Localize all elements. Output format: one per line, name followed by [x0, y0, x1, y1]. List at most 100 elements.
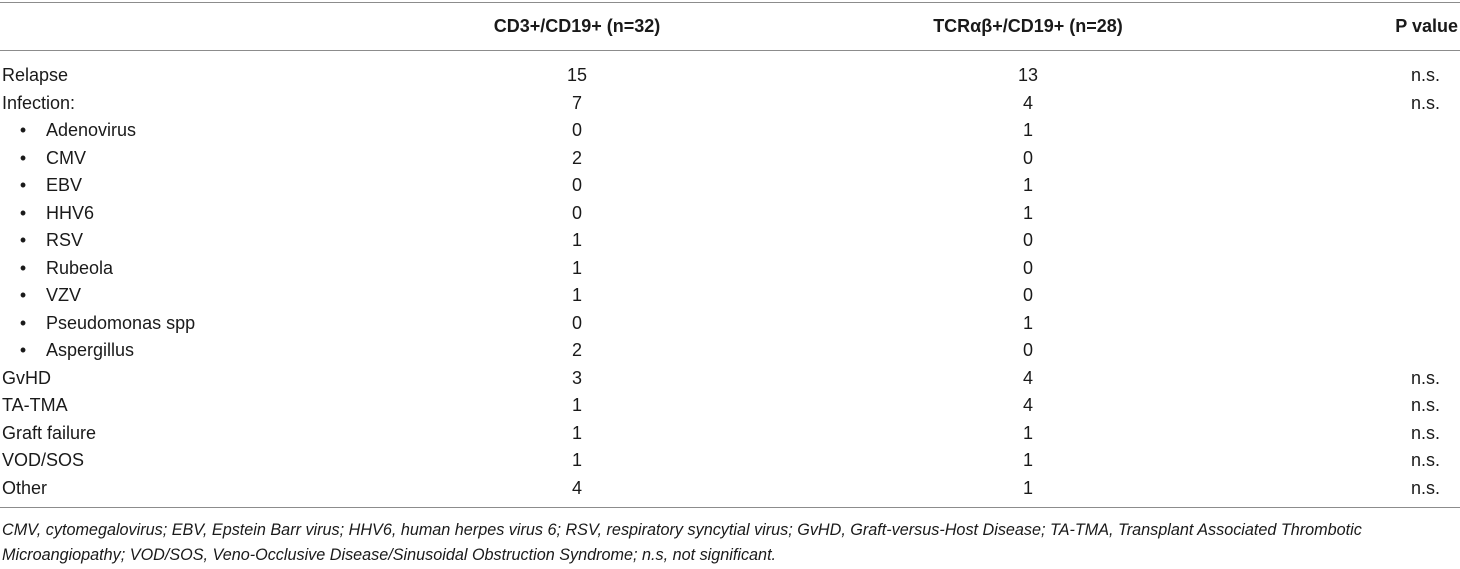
bullet-icon: • [19, 340, 27, 360]
cell-tcr-cd19: 4 [1022, 367, 1033, 388]
row-label: TA-TMA [2, 392, 68, 420]
row-label-text: GvHD [2, 367, 51, 388]
cell-cd3-cd19: 1 [571, 257, 582, 278]
row-label-text: Rubeola [46, 257, 114, 278]
row-label: Other [2, 475, 47, 503]
cell-cd3-cd19: 0 [571, 202, 582, 223]
table-row: VOD/SOS 1 1 n.s. [0, 447, 1460, 475]
cell-p-value: n.s. [1410, 92, 1440, 113]
row-sublabel: • Pseudomonas spp [0, 310, 195, 338]
row-label-text: Relapse [2, 65, 69, 85]
cell-cd3-cd19: 15 [566, 65, 588, 85]
cell-tcr-cd19: 1 [1022, 120, 1033, 140]
table-row: • CMV 2 0 [0, 145, 1460, 173]
row-label: Relapse [2, 62, 68, 90]
table-top-rule [0, 2, 1460, 3]
cell-cd3-cd19: 0 [571, 175, 582, 195]
cell-tcr-cd19: 0 [1022, 230, 1033, 250]
cell-p-value: n.s. [1410, 422, 1440, 443]
row-label: Infection: [2, 90, 75, 118]
row-label-text: VZV [46, 285, 82, 305]
header-cd3-cd19: CD3+/CD19+ (n=32) [493, 16, 661, 36]
cell-p-value: n.s. [1410, 367, 1440, 388]
cell-cd3-cd19: 1 [571, 450, 582, 470]
table-header-rule [0, 50, 1460, 51]
cell-cd3-cd19: 3 [571, 367, 582, 388]
row-sublabel: • EBV [0, 172, 82, 200]
cell-p-value: n.s. [1410, 477, 1440, 498]
row-label: VOD/SOS [2, 447, 84, 475]
row-sublabel: • Adenovirus [0, 117, 136, 145]
table-row: GvHD 3 4 n.s. [0, 365, 1460, 393]
cell-tcr-cd19: 1 [1022, 202, 1033, 223]
cell-cd3-cd19: 1 [571, 230, 582, 250]
cell-tcr-cd19: 0 [1022, 147, 1033, 168]
table-row: Other 4 1 n.s. [0, 475, 1460, 503]
cell-cd3-cd19: 7 [571, 92, 582, 113]
cell-tcr-cd19: 0 [1022, 340, 1033, 360]
row-label-text: Pseudomonas spp [46, 312, 196, 333]
table-row: Infection: 7 4 n.s. [0, 90, 1460, 118]
bullet-icon: • [19, 147, 27, 168]
row-label-text: Aspergillus [46, 340, 135, 360]
cell-cd3-cd19: 1 [571, 285, 582, 305]
cell-p-value: n.s. [1410, 65, 1440, 85]
row-sublabel: • RSV [0, 227, 83, 255]
cell-cd3-cd19: 1 [571, 422, 582, 443]
bullet-icon: • [19, 202, 27, 223]
cell-p-value: n.s. [1410, 450, 1440, 470]
cell-cd3-cd19: 2 [571, 147, 582, 168]
table-row: • Aspergillus 2 0 [0, 337, 1460, 365]
cell-tcr-cd19: 0 [1022, 257, 1033, 278]
bullet-icon: • [19, 312, 27, 333]
cell-tcr-cd19: 1 [1022, 312, 1033, 333]
cell-tcr-cd19: 1 [1022, 422, 1033, 443]
table-row: • VZV 1 0 [0, 282, 1460, 310]
cell-p-value: n.s. [1410, 395, 1440, 415]
table-row: • HHV6 0 1 [0, 200, 1460, 228]
row-label-text: Other [2, 477, 48, 498]
table-footnote: CMV, cytomegalovirus; EBV, Epstein Barr … [2, 521, 1362, 564]
row-label-text: Infection: [2, 92, 76, 113]
row-label: Graft failure [2, 420, 96, 448]
cell-tcr-cd19: 1 [1022, 450, 1033, 470]
row-label-text: TA-TMA [2, 395, 68, 415]
row-label: GvHD [2, 365, 51, 393]
table-row: Graft failure 1 1 n.s. [0, 420, 1460, 448]
bullet-icon: • [19, 175, 27, 195]
row-sublabel: • VZV [0, 282, 81, 310]
cell-tcr-cd19: 13 [1017, 65, 1039, 85]
table-row: TA-TMA 1 4 n.s. [0, 392, 1460, 420]
row-label-text: Graft failure [2, 422, 97, 443]
cell-tcr-cd19: 0 [1022, 285, 1033, 305]
bullet-icon: • [19, 120, 27, 140]
table-bottom-rule [0, 507, 1460, 508]
row-label-text: VOD/SOS [2, 450, 85, 470]
table-row: • EBV 0 1 [0, 172, 1460, 200]
row-label-text: RSV [46, 230, 84, 250]
cell-cd3-cd19: 2 [571, 340, 582, 360]
bullet-icon: • [19, 285, 27, 305]
table-body: Relapse 15 13 n.s. Infection: 7 4 n.s. • Adenovir… [0, 62, 1460, 502]
cell-tcr-cd19: 4 [1022, 395, 1033, 415]
table-row: Relapse 15 13 n.s. [0, 62, 1460, 90]
table-row: • Adenovirus 0 1 [0, 117, 1460, 145]
cell-tcr-cd19: 1 [1022, 477, 1033, 498]
table-header-row: CD3+/CD19+ (n=32) TCRαβ+/CD19+ (n=28) P … [0, 2, 1460, 50]
row-label-text: EBV [46, 175, 83, 195]
bullet-icon: • [19, 257, 27, 278]
cell-cd3-cd19: 4 [571, 477, 582, 498]
row-sublabel: • Rubeola [0, 255, 113, 283]
table-row: • Rubeola 1 0 [0, 255, 1460, 283]
row-sublabel: • Aspergillus [0, 337, 134, 365]
cell-tcr-cd19: 1 [1022, 175, 1033, 195]
cell-cd3-cd19: 1 [571, 395, 582, 415]
row-sublabel: • HHV6 [0, 200, 94, 228]
cell-cd3-cd19: 0 [571, 312, 582, 333]
row-label-text: CMV [46, 147, 86, 168]
header-p-value: P value [1395, 16, 1458, 36]
cell-cd3-cd19: 0 [571, 120, 582, 140]
bullet-icon: • [19, 230, 27, 250]
table-row: • Pseudomonas spp 0 1 [0, 310, 1460, 338]
table-row: • RSV 1 0 [0, 227, 1460, 255]
